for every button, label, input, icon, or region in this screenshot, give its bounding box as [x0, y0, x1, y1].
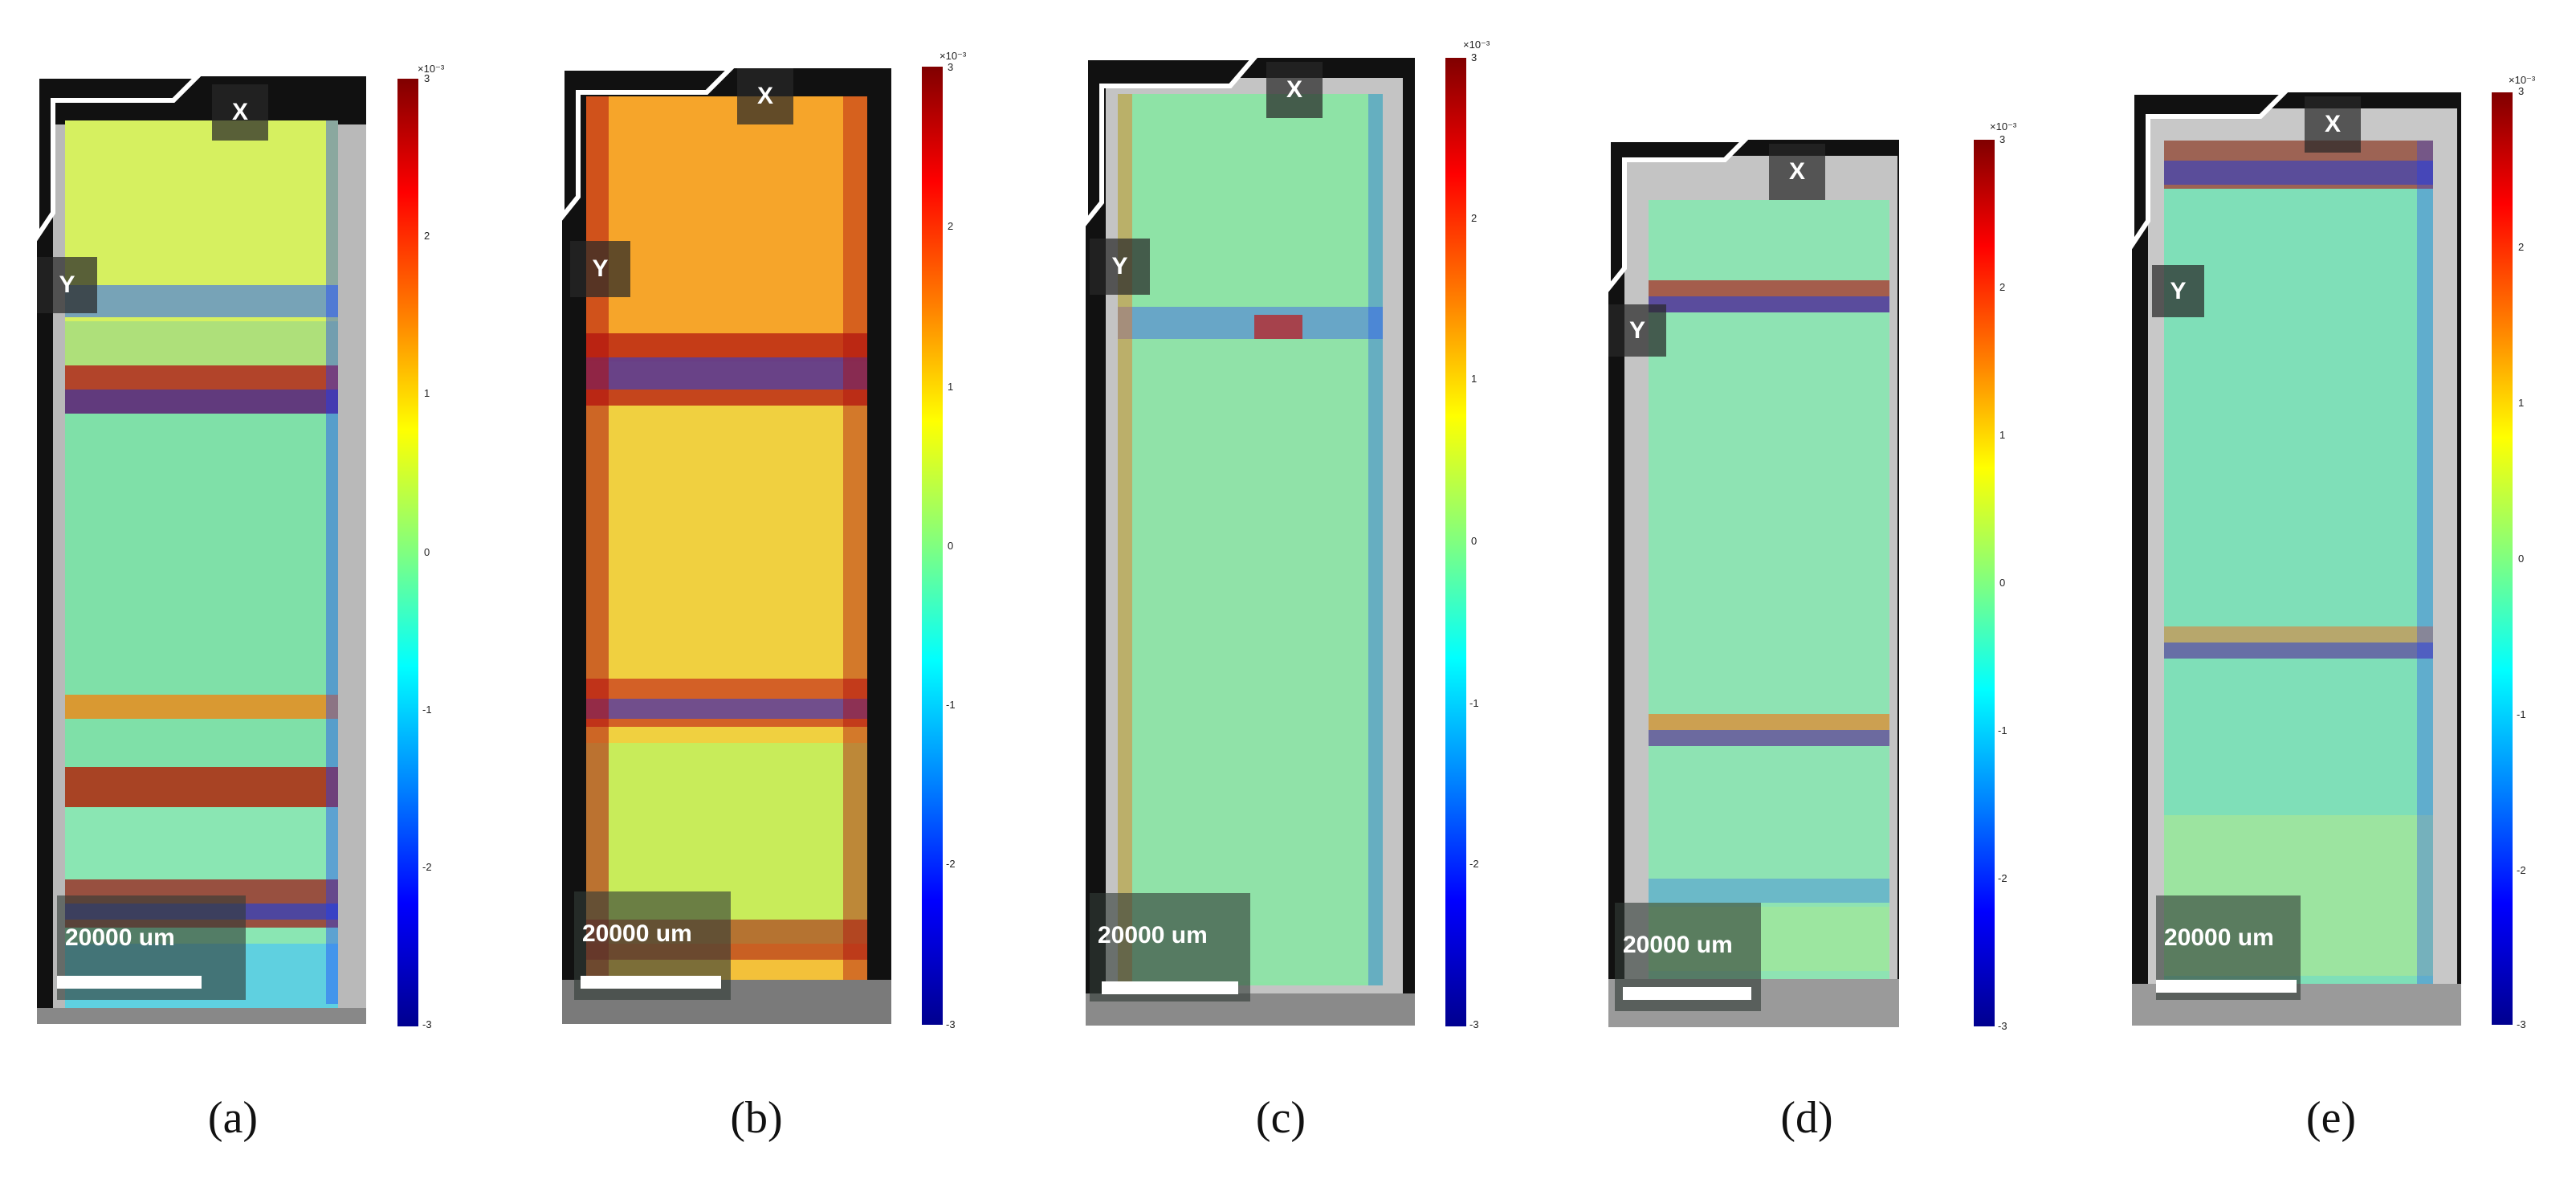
- colorbar-tick-d-2: 1: [1999, 429, 2006, 441]
- y-axis-label-a: Y: [37, 257, 97, 313]
- y-axis-label-e: Y: [2152, 265, 2204, 317]
- specimen-image-d: X Y 20000 um: [1608, 140, 1899, 1027]
- scale-label-c: 20000 um: [1098, 922, 1208, 948]
- colorbar-tick-d-3: 0: [1999, 577, 2006, 589]
- scale-bar-a: [57, 976, 202, 989]
- scale-label-b: 20000 um: [582, 920, 692, 947]
- colorbar-c: [1445, 58, 1466, 1026]
- y-axis-label-d: Y: [1608, 304, 1666, 357]
- scale-box-e: 20000 um: [2156, 895, 2301, 1000]
- colorbar-tick-d-0: 3: [1999, 133, 2006, 145]
- colorbar-tick-c-6: -3: [1469, 1018, 1479, 1030]
- colorbar-tick-e-0: 3: [2518, 85, 2525, 97]
- scale-label-a: 20000 um: [65, 924, 175, 951]
- colorbar-tick-b-3: 0: [948, 540, 954, 552]
- strain-field-e: [2132, 92, 2461, 1026]
- colorbar-tick-c-3: 0: [1471, 535, 1478, 547]
- specimen-image-b: X Y 20000 um: [562, 68, 891, 1024]
- scale-bar-e: [2156, 980, 2297, 993]
- colorbar-tick-c-4: -1: [1469, 697, 1479, 709]
- colorbar-tick-a-2: 1: [424, 387, 430, 399]
- x-axis-label-a: X: [212, 84, 268, 141]
- scale-label-d: 20000 um: [1623, 932, 1733, 958]
- colorbar-tick-a-0: 3: [424, 72, 430, 84]
- scale-bar-b: [581, 976, 721, 989]
- x-axis-label-b: X: [737, 68, 793, 124]
- colorbar-tick-b-0: 3: [948, 61, 954, 73]
- colorbar-tick-a-3: 0: [424, 546, 430, 558]
- x-axis-label-c: X: [1266, 62, 1323, 118]
- specimen-image-c: X Y 20000 um: [1086, 58, 1415, 1026]
- scale-box-c: 20000 um: [1090, 893, 1250, 1001]
- scale-bar-c: [1102, 981, 1238, 994]
- colorbar-tick-e-5: -2: [2517, 864, 2526, 876]
- caption-a: (a): [207, 1093, 259, 1143]
- strain-field-c: [1086, 58, 1415, 1026]
- y-axis-label-b: Y: [570, 241, 630, 297]
- colorbar-tick-a-4: -1: [422, 704, 432, 716]
- colorbar-b: [922, 67, 943, 1025]
- colorbar-tick-a-5: -2: [422, 861, 432, 873]
- scale-box-d: 20000 um: [1615, 903, 1761, 1011]
- x-axis-label-e: X: [2305, 96, 2361, 153]
- colorbar-tick-b-1: 2: [948, 220, 954, 232]
- colorbar-exponent-d: ×10⁻³: [1990, 120, 2017, 133]
- strain-field-a: [37, 76, 366, 1024]
- strain-field-d: [1608, 140, 1899, 1027]
- colorbar-exponent-e: ×10⁻³: [2509, 74, 2536, 86]
- colorbar-tick-d-6: -3: [1998, 1020, 2007, 1032]
- colorbar-tick-e-4: -1: [2517, 708, 2526, 720]
- caption-d: (d): [1780, 1093, 1833, 1143]
- colorbar-tick-b-5: -2: [946, 858, 956, 870]
- x-axis-label-d: X: [1769, 144, 1825, 200]
- colorbar-tick-b-6: -3: [946, 1018, 956, 1030]
- colorbar-tick-d-5: -2: [1998, 872, 2007, 884]
- colorbar-exponent-a: ×10⁻³: [418, 63, 445, 75]
- scale-label-e: 20000 um: [2164, 924, 2274, 951]
- colorbar-tick-e-3: 0: [2518, 553, 2525, 565]
- scale-box-a: 20000 um: [57, 895, 246, 1000]
- y-axis-label-c: Y: [1090, 239, 1150, 295]
- colorbar-a: [397, 79, 418, 1026]
- caption-b: (b): [730, 1093, 783, 1143]
- colorbar-exponent-c: ×10⁻³: [1463, 39, 1490, 51]
- colorbar-tick-c-5: -2: [1469, 858, 1479, 870]
- colorbar-tick-c-1: 2: [1471, 212, 1478, 224]
- colorbar-tick-b-2: 1: [948, 381, 954, 393]
- colorbar-tick-e-1: 2: [2518, 241, 2525, 253]
- colorbar-d: [1974, 140, 1995, 1026]
- colorbar-e: [2492, 92, 2513, 1025]
- caption-e: (e): [2305, 1093, 2357, 1143]
- colorbar-tick-d-1: 2: [1999, 281, 2006, 293]
- specimen-image-e: X Y 20000 um: [2132, 92, 2461, 1026]
- colorbar-exponent-b: ×10⁻³: [940, 50, 967, 62]
- strain-field-b: [562, 68, 891, 1024]
- scale-box-b: 20000 um: [574, 891, 731, 1000]
- specimen-image-a: X Y 20000 um: [37, 76, 366, 1024]
- scale-bar-d: [1623, 987, 1751, 1000]
- colorbar-tick-b-4: -1: [946, 699, 956, 711]
- colorbar-tick-c-0: 3: [1471, 51, 1478, 63]
- colorbar-tick-c-2: 1: [1471, 373, 1478, 385]
- colorbar-tick-e-2: 1: [2518, 397, 2525, 409]
- colorbar-tick-a-6: -3: [422, 1018, 432, 1030]
- colorbar-tick-d-4: -1: [1998, 724, 2007, 736]
- caption-c: (c): [1255, 1093, 1306, 1143]
- colorbar-tick-e-6: -3: [2517, 1018, 2526, 1030]
- colorbar-tick-a-1: 2: [424, 230, 430, 242]
